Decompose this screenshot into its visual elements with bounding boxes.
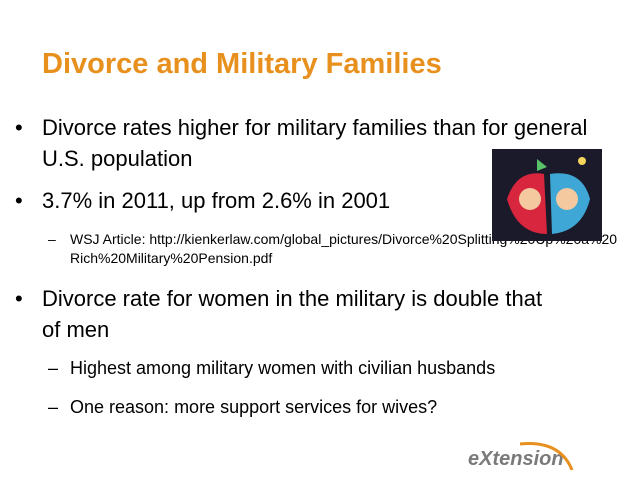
illustration	[492, 149, 602, 241]
bullet: 3.7% in 2011, up from 2.6% in 2001	[15, 185, 512, 216]
house	[537, 159, 547, 171]
sub-bullet: One reason: more support services for wi…	[48, 396, 437, 418]
face	[519, 188, 541, 210]
sub-bullet: WSJ Article: http://kienkerlaw.com/globa…	[48, 230, 620, 268]
sub-bullet: Highest among military women with civili…	[48, 357, 495, 379]
slide-title: Divorce and Military Families	[42, 48, 442, 80]
logo: eXtension	[468, 448, 564, 470]
star	[578, 157, 586, 165]
bullet: Divorce rates higher for military famili…	[15, 112, 612, 174]
bullet: Divorce rate for women in the military i…	[15, 283, 562, 345]
logo-swoosh	[519, 442, 574, 471]
face	[556, 188, 578, 210]
